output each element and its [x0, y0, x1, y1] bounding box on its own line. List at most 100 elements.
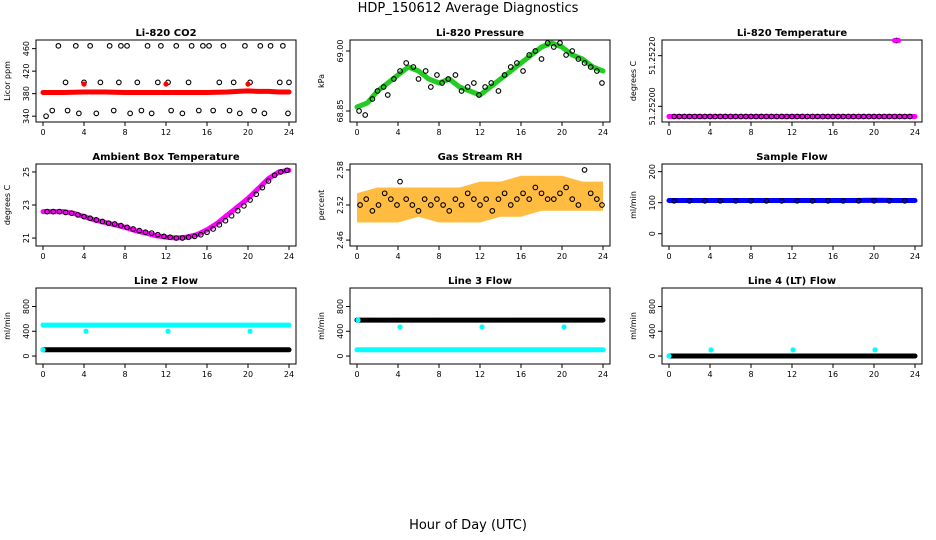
- series-samples-point: [514, 60, 520, 66]
- x-tick-label: 0: [666, 128, 671, 137]
- series-averages-point: [225, 212, 230, 218]
- series-samples-point: [886, 197, 893, 204]
- series-samples-point: [488, 80, 495, 86]
- panel-2: [346, 39, 611, 126]
- series-5-minute-averages-point: [235, 89, 240, 94]
- y-tick-label: 800: [648, 299, 657, 314]
- panel-4: [32, 163, 297, 250]
- series-samples-point: [105, 220, 112, 227]
- series-averages-high-point: [436, 317, 442, 323]
- series-averages-high-point: [395, 317, 401, 323]
- series-highlight-point: [163, 81, 169, 87]
- series-samples-point: [415, 76, 422, 82]
- series-samples-point: [482, 84, 488, 90]
- series-averages-point: [539, 44, 544, 50]
- x-tick-label: 24: [910, 252, 920, 261]
- series-5-minute-averages-point: [276, 89, 281, 95]
- series-samples-point: [257, 42, 264, 49]
- series-outliers-point: [561, 324, 567, 330]
- series-averages-point: [570, 52, 575, 58]
- series-samples-point: [357, 202, 363, 208]
- series-highlight-point: [666, 113, 672, 120]
- series-averages-low-point: [122, 347, 128, 353]
- series-samples-point: [901, 197, 908, 204]
- figure-x-axis-label: Hour of Day (UTC): [409, 518, 527, 533]
- series-samples-point: [356, 108, 362, 114]
- series-averages-point: [416, 68, 421, 74]
- series-averages-point: [580, 56, 585, 62]
- x-tick-label: 0: [40, 252, 45, 261]
- x-tick-label: 0: [40, 128, 45, 137]
- series-samples-point: [702, 197, 708, 204]
- series-samples-point: [286, 79, 292, 86]
- series-averages-high-point: [518, 317, 524, 323]
- series-samples-point: [825, 197, 831, 204]
- series-averages-point: [892, 198, 897, 203]
- y-axis-label: Licor ppm: [3, 61, 12, 101]
- series-samples-point: [452, 196, 459, 203]
- series-averages-point: [851, 198, 856, 203]
- series-samples-point: [397, 68, 403, 74]
- series-samples-point: [118, 42, 124, 49]
- panel-7: [32, 287, 297, 368]
- series-averages-low-point: [436, 347, 442, 353]
- series-samples-point: [115, 79, 122, 86]
- series-samples-point: [179, 110, 186, 117]
- series-samples-point: [464, 84, 471, 90]
- series-samples-point: [158, 42, 164, 49]
- series-samples-point: [763, 197, 770, 204]
- series-averages-point: [789, 114, 795, 119]
- series-averages-point: [707, 114, 713, 119]
- x-tick-label: 8: [748, 370, 753, 379]
- x-tick-label: 16: [202, 370, 212, 379]
- y-tick-label: 400: [22, 324, 31, 339]
- series-samples-point: [778, 197, 785, 204]
- series-samples-point: [520, 190, 526, 197]
- x-tick-label: 0: [666, 252, 671, 261]
- series-averages-point: [375, 88, 380, 94]
- series-samples-point: [507, 64, 514, 70]
- y-tick-label: 25: [22, 167, 31, 177]
- x-tick-label: 24: [284, 128, 294, 137]
- series-averages-low-point: [518, 347, 524, 353]
- series-samples-point: [200, 42, 206, 49]
- series-averages-low-point: [163, 347, 169, 353]
- series-averages-point: [912, 353, 918, 359]
- series-samples-point: [544, 40, 551, 46]
- series-outliers-point: [247, 328, 253, 334]
- x-tick-label: 4: [395, 252, 400, 261]
- series-samples-point: [514, 196, 520, 203]
- series-averages-point: [354, 104, 360, 110]
- x-tick-label: 4: [707, 252, 712, 261]
- series-averages-point: [426, 76, 431, 82]
- panel-title: Line 3 Flow: [448, 276, 512, 287]
- x-tick-label: 24: [284, 252, 294, 261]
- panel-9: [658, 287, 923, 368]
- series-averages-point: [748, 353, 754, 359]
- x-tick-label: 16: [516, 252, 526, 261]
- x-tick-label: 12: [475, 252, 485, 261]
- x-tick-label: 16: [516, 370, 526, 379]
- series-samples-point: [226, 107, 233, 114]
- series-highlight-point: [896, 37, 902, 44]
- series-5-minute-averages-point: [40, 90, 46, 95]
- series-samples-point: [520, 68, 526, 74]
- series-samples-point: [62, 209, 69, 216]
- series-samples-point: [501, 72, 508, 78]
- series-samples-point: [380, 84, 387, 90]
- panel-title: Ambient Box Temperature: [92, 152, 239, 163]
- series-samples-point: [271, 172, 278, 179]
- series-samples-point: [374, 88, 381, 94]
- series-averages-high-point: [204, 322, 210, 328]
- series-averages-point: [912, 114, 918, 119]
- series-5-minute-averages-line: [40, 88, 292, 95]
- x-tick-label: 24: [598, 370, 608, 379]
- series-5-minute-averages-point: [122, 90, 128, 95]
- series-averages-point: [830, 114, 836, 119]
- panel-title: Li-820 Pressure: [436, 28, 524, 39]
- y-tick-label: 0: [648, 231, 657, 236]
- series-samples-point: [501, 190, 508, 197]
- series-samples-point: [587, 190, 594, 197]
- series-samples-point: [471, 80, 477, 86]
- y-tick-label: 400: [336, 324, 345, 339]
